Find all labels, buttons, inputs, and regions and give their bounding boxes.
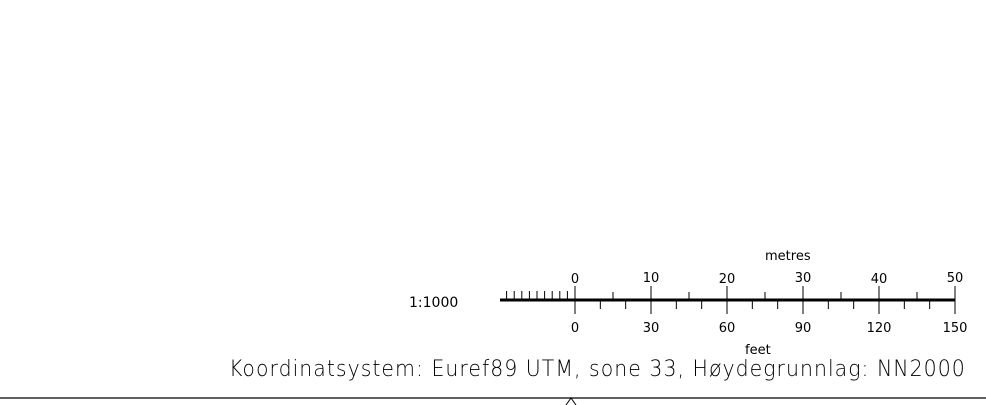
metres-tick-label: 30 xyxy=(795,272,812,285)
north-caret-icon xyxy=(566,398,576,405)
metres-tick-label: 20 xyxy=(719,273,736,286)
feet-tick-label: 150 xyxy=(943,322,968,335)
metres-tick-label: 40 xyxy=(871,273,888,286)
feet-tick-label: 120 xyxy=(867,322,892,335)
metres-tick-label: 50 xyxy=(947,272,964,285)
feet-tick-label: 60 xyxy=(719,322,736,335)
metres-unit-label: metres xyxy=(765,250,811,263)
feet-unit-label: feet xyxy=(745,344,771,357)
feet-tick-label: 90 xyxy=(795,322,812,335)
feet-tick-label: 30 xyxy=(643,322,660,335)
metres-tick-label: 10 xyxy=(643,272,660,285)
coordinate-system-text: Koordinatsystem: Euref89 UTM, sone 33, H… xyxy=(229,359,966,381)
feet-tick-label: 0 xyxy=(571,322,579,335)
metres-tick-label: 0 xyxy=(571,273,579,286)
scale-ratio-label: 1:1000 xyxy=(409,296,458,310)
